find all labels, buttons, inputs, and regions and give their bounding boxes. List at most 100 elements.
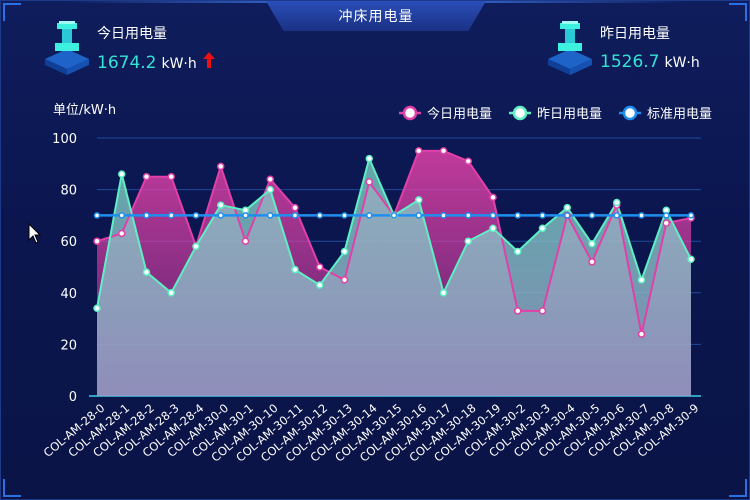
today-point xyxy=(514,307,522,315)
standard-point xyxy=(143,212,150,219)
standard-point xyxy=(564,212,571,219)
yesterday-point xyxy=(687,255,695,264)
legend-label: 今日用电量 xyxy=(427,106,492,122)
today-unit: kW·h xyxy=(161,56,197,72)
legend-item: 标准用电量 xyxy=(619,105,712,122)
standard-point xyxy=(291,212,299,219)
today-label: 今日用电量 xyxy=(97,26,167,42)
today-point xyxy=(662,219,670,227)
yesterday-point xyxy=(192,242,200,251)
y-tick-label: 40 xyxy=(60,287,77,302)
corner-decoration xyxy=(3,3,21,21)
today-point xyxy=(439,147,448,155)
standard-point xyxy=(366,212,373,219)
y-tick-label: 20 xyxy=(60,338,77,353)
today-point xyxy=(637,330,646,338)
standard-point xyxy=(93,212,101,219)
yesterday-point xyxy=(415,196,423,204)
today-point xyxy=(340,276,349,284)
yesterday-point xyxy=(118,170,126,178)
standard-point xyxy=(118,212,125,219)
standard-point xyxy=(687,212,695,219)
today-point xyxy=(291,203,299,212)
mouse-cursor-icon xyxy=(28,223,42,244)
yesterday-point xyxy=(489,224,497,233)
corner-decoration xyxy=(729,3,747,21)
yesterday-point xyxy=(340,247,349,256)
today-point xyxy=(588,258,596,266)
consumption-chart: 020406080100单位/kW·hCOL-AM-28-0COL-AM-28-… xyxy=(41,103,712,465)
today-point xyxy=(415,147,423,155)
legend-item: 昨日用电量 xyxy=(509,105,602,122)
trend-up-icon xyxy=(202,52,215,68)
today-point xyxy=(464,157,472,165)
today-point xyxy=(217,162,225,171)
yesterday-point xyxy=(514,247,522,256)
legend-item: 今日用电量 xyxy=(399,105,492,122)
yesterday-area xyxy=(97,158,691,396)
standard-point xyxy=(489,212,497,219)
yesterday-point xyxy=(538,224,547,233)
yesterday-point xyxy=(439,289,448,297)
today-point xyxy=(241,237,250,245)
legend-label: 标准用电量 xyxy=(647,107,712,122)
panel-title-tab: 冲床用电量 xyxy=(266,1,486,31)
y-tick-label: 80 xyxy=(60,184,77,199)
legend-swatch-marker xyxy=(622,105,638,121)
standard-point xyxy=(539,212,546,219)
factory-machine-icon xyxy=(45,21,89,75)
today-point xyxy=(93,237,101,245)
yesterday-point xyxy=(167,289,175,297)
standard-point xyxy=(316,212,323,219)
today-point xyxy=(316,263,324,271)
y-tick-label: 0 xyxy=(69,390,77,405)
y-axis-label: 单位/kW·h xyxy=(53,103,116,118)
yesterday-point xyxy=(588,240,596,248)
standard-point xyxy=(465,212,472,219)
standard-point xyxy=(217,212,224,219)
today-point xyxy=(118,229,126,238)
today-point xyxy=(142,172,151,181)
yesterday-point xyxy=(291,265,299,274)
standard-point xyxy=(192,212,200,219)
corner-decoration xyxy=(729,479,747,497)
yesterday-point xyxy=(266,185,274,194)
yesterday-point xyxy=(142,268,151,276)
standard-point xyxy=(341,212,348,219)
standard-point xyxy=(415,212,422,219)
y-tick-label: 60 xyxy=(60,235,77,250)
panel-title: 冲床用电量 xyxy=(338,9,414,25)
yesterday-point xyxy=(637,276,646,284)
yesterday-label: 昨日用电量 xyxy=(600,26,670,42)
factory-machine-icon xyxy=(548,21,592,75)
standard-point xyxy=(267,212,274,219)
today-point xyxy=(538,307,547,315)
today-value: 1674.2 xyxy=(97,53,157,73)
standard-point xyxy=(242,212,249,219)
standard-point xyxy=(390,212,398,219)
standard-point xyxy=(613,212,620,219)
y-tick-label: 100 xyxy=(52,132,77,147)
standard-point xyxy=(440,212,447,219)
standard-point xyxy=(514,212,521,219)
legend-swatch-marker xyxy=(512,105,528,121)
today-point xyxy=(266,175,274,184)
today-point xyxy=(489,193,497,202)
yesterday-point xyxy=(563,203,571,212)
today-point xyxy=(365,178,373,186)
standard-point xyxy=(588,212,596,219)
yesterday-value: 1526.7 xyxy=(600,52,660,72)
yesterday-point xyxy=(93,304,101,313)
yesterday-unit: kW·h xyxy=(664,55,700,71)
standard-point xyxy=(638,212,645,219)
legend-swatch-marker xyxy=(402,105,418,121)
today-point xyxy=(167,172,175,181)
yesterday-point xyxy=(365,154,373,163)
legend-label: 昨日用电量 xyxy=(537,107,602,122)
corner-decoration xyxy=(3,479,21,497)
yesterday-point xyxy=(464,237,472,245)
standard-point xyxy=(168,212,175,219)
yesterday-point xyxy=(217,201,225,209)
yesterday-point xyxy=(316,281,324,289)
